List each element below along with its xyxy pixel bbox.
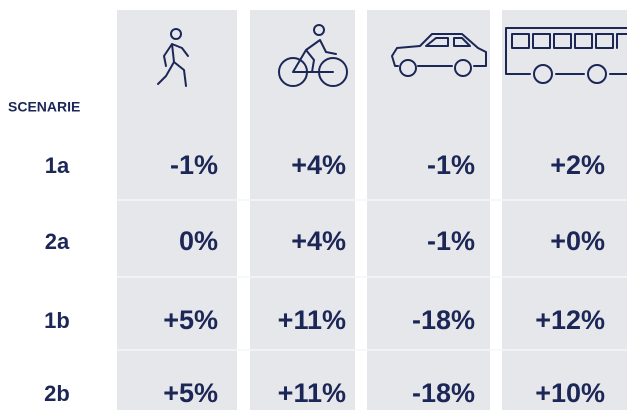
bus-icon [505, 27, 627, 84]
cell-value: 0% [179, 226, 218, 256]
bike-icon [278, 24, 348, 87]
cell-value: +5% [163, 378, 218, 408]
header-label: SCENARIE [8, 99, 80, 115]
cell-value: +11% [278, 305, 346, 335]
walk-column [117, 10, 237, 410]
cell-value: -18% [412, 378, 475, 408]
cell-value: -1% [170, 150, 218, 180]
row-label: 1a [45, 153, 70, 178]
row-label: 2b [44, 381, 70, 406]
cell-value: +10% [535, 378, 605, 408]
car-icon [391, 33, 487, 77]
cell-value: -1% [427, 150, 475, 180]
cell-value: +0% [550, 226, 605, 256]
walk-icon [157, 28, 189, 87]
cell-value: +4% [291, 226, 346, 256]
cell-value: +11% [278, 378, 346, 408]
cell-value: +5% [163, 305, 218, 335]
bike-column [250, 10, 355, 410]
cell-value: +4% [291, 150, 346, 180]
row-separators [117, 199, 627, 351]
cell-value: -18% [412, 305, 475, 335]
cell-value: -1% [427, 226, 475, 256]
cell-value: +12% [535, 305, 605, 335]
row-label: 2a [45, 229, 70, 254]
row-label: 1b [44, 308, 70, 333]
cell-value: +2% [550, 150, 605, 180]
car-column [367, 10, 490, 410]
